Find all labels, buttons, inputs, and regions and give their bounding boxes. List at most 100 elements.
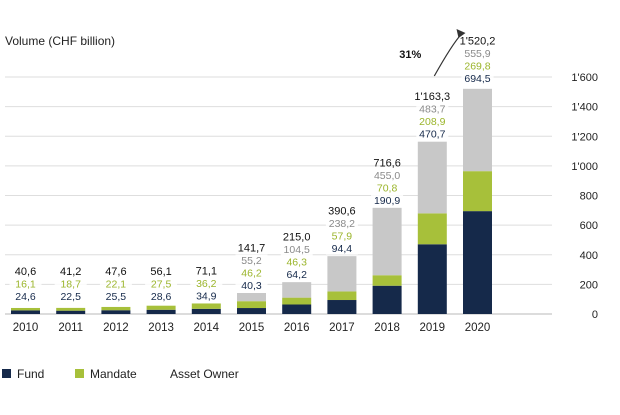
label-backdrop	[99, 278, 132, 290]
asset-owner-label: 104,5	[284, 244, 310, 256]
label-backdrop	[325, 242, 358, 255]
y-tick-label: 1'000	[571, 161, 598, 173]
bar-mandate	[11, 307, 40, 311]
y-tick-label: 400	[580, 250, 598, 262]
label-backdrop	[54, 290, 87, 303]
label-backdrop	[99, 290, 132, 303]
mandate-label: 208,9	[419, 116, 445, 128]
mandate-label: 269,8	[464, 61, 490, 73]
bar-asset-owner	[463, 88, 492, 172]
label-backdrop	[235, 279, 268, 292]
label-backdrop	[145, 290, 178, 303]
total-label: 390,6	[328, 206, 356, 218]
bar-fund	[237, 308, 266, 314]
bar-mandate	[101, 306, 131, 311]
gridlines	[5, 76, 552, 315]
bar-fund	[101, 310, 131, 314]
label-backdrop	[461, 47, 494, 60]
y-axis-title: Volume (CHF billion)	[5, 34, 115, 48]
bar-fund	[191, 308, 221, 314]
mandate-label: 57,9	[332, 231, 353, 243]
legend: Fund Mandate Asset Owner	[2, 367, 239, 381]
legend-label: Asset Owner	[170, 367, 239, 381]
total-label: 215,0	[283, 232, 311, 244]
label-backdrop	[9, 278, 42, 290]
mandate-label: 46,3	[286, 257, 307, 269]
x-tick-label: 2019	[420, 322, 446, 334]
y-tick-label: 1'600	[571, 72, 598, 84]
mandate-label: 70,8	[377, 182, 398, 194]
bars	[11, 88, 492, 314]
label-backdrop	[235, 267, 268, 280]
bar-fund	[327, 300, 357, 314]
label-backdrop	[280, 268, 313, 281]
x-tick-label: 2015	[239, 322, 265, 334]
label-backdrop	[461, 72, 494, 85]
label-backdrop	[280, 256, 313, 269]
fund-label: 22,5	[60, 291, 81, 303]
y-tick-label: 200	[580, 279, 598, 291]
bar-mandate	[56, 307, 86, 311]
label-backdrop	[190, 289, 223, 302]
x-tick-label: 2018	[374, 322, 400, 334]
bar-fund	[282, 304, 312, 314]
asset-owner-label: 55,2	[241, 255, 262, 267]
bar-mandate	[146, 305, 176, 310]
bar-fund	[417, 244, 447, 314]
y-axis-ticks: 0 200 400 600 800 1'000 1'200 1'400 1'600	[571, 72, 598, 321]
x-tick-label: 2010	[13, 322, 39, 334]
x-tick-label: 2014	[194, 322, 220, 334]
legend-swatch-fund	[2, 369, 11, 378]
y-tick-label: 0	[592, 309, 598, 321]
bar-asset-owner	[237, 293, 266, 302]
fund-label: 24,6	[15, 291, 36, 303]
total-label: 40,6	[15, 266, 36, 278]
label-backdrop	[9, 290, 42, 303]
bar-mandate	[237, 301, 266, 309]
total-label: 71,1	[196, 265, 217, 277]
total-label: 1'163,3	[414, 91, 450, 103]
bar-mandate	[417, 213, 447, 245]
label-backdrop	[461, 60, 494, 72]
bar-asset-owner	[417, 141, 447, 214]
label-backdrop	[416, 103, 449, 116]
growth-arrow	[433, 33, 462, 77]
fund-label: 28,6	[151, 291, 172, 303]
asset-owner-label: 238,2	[329, 218, 355, 230]
label-backdrop	[54, 278, 87, 290]
label-backdrop	[280, 243, 313, 256]
bar-mandate	[372, 275, 402, 286]
bar-fund	[146, 309, 176, 314]
total-label: 1'520,2	[460, 36, 496, 48]
label-backdrop	[416, 115, 449, 128]
asset-owner-label: 555,9	[464, 48, 490, 60]
mandate-label: 22,1	[106, 279, 127, 291]
legend-swatch-asset-owner	[155, 369, 164, 378]
label-backdrop	[416, 128, 449, 141]
bar-fund	[56, 310, 86, 314]
y-tick-label: 800	[580, 191, 598, 203]
asset-owner-label: 455,0	[374, 170, 400, 182]
label-backdrop	[325, 230, 358, 243]
bar-mandate	[191, 303, 221, 309]
total-label: 141,7	[238, 243, 266, 255]
x-tick-label: 2016	[284, 322, 310, 334]
y-tick-label: 1'400	[571, 102, 598, 114]
total-label: 47,6	[105, 266, 126, 278]
fund-label: 94,4	[332, 243, 353, 255]
mandate-label: 46,2	[241, 268, 262, 280]
y-tick-label: 600	[580, 220, 598, 232]
bar-asset-owner	[282, 282, 312, 298]
fund-label: 694,5	[464, 73, 490, 85]
legend-label: Fund	[17, 367, 44, 381]
x-tick-label: 2011	[58, 322, 83, 334]
label-backdrop	[190, 277, 223, 290]
fund-label: 34,9	[196, 290, 217, 302]
bar-mandate	[327, 291, 357, 301]
y-tick-label: 1'200	[571, 131, 598, 143]
bar-fund	[463, 211, 492, 314]
x-tick-label: 2020	[465, 322, 491, 334]
bar-fund	[372, 285, 402, 314]
fund-label: 25,5	[106, 291, 127, 303]
